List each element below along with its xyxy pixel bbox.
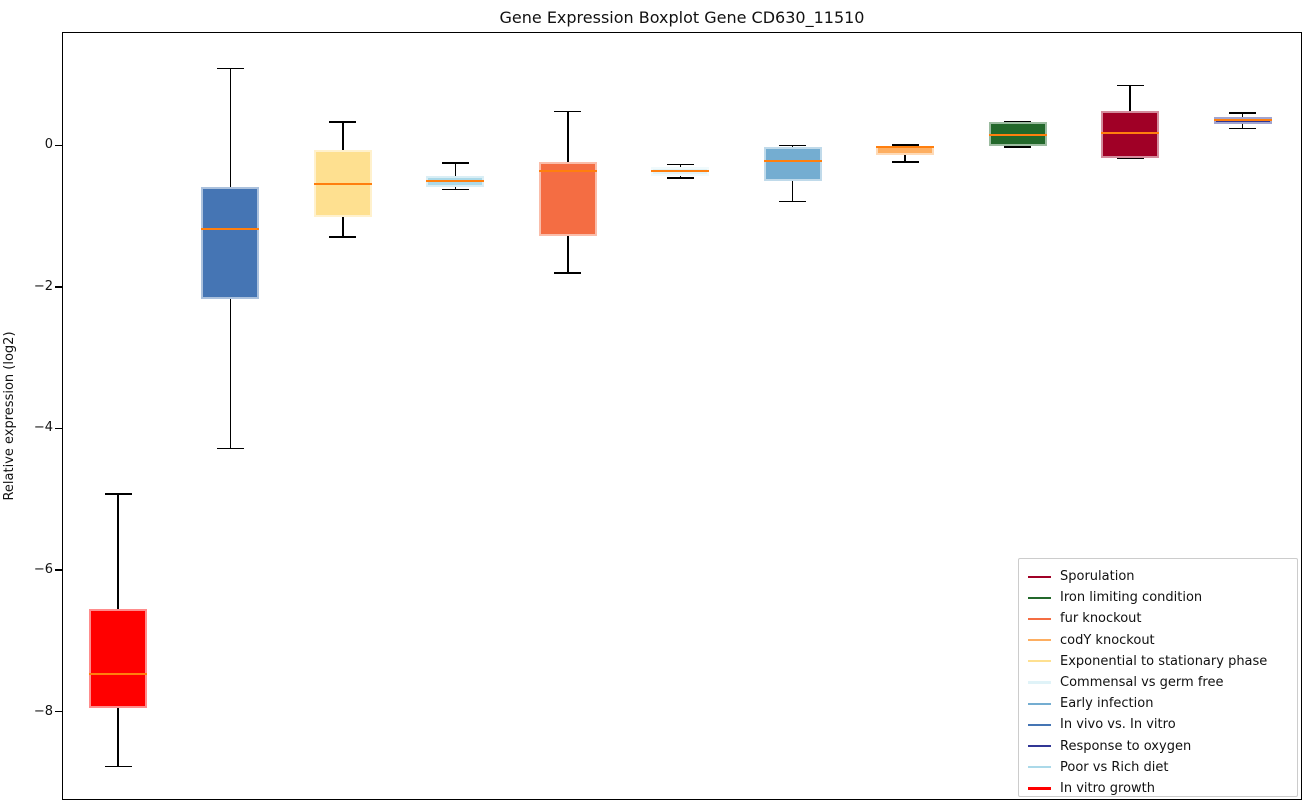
median-line (651, 170, 710, 173)
whisker-cap (1004, 146, 1032, 148)
legend-color-swatch (1028, 702, 1051, 705)
whisker-cap (216, 447, 244, 450)
y-tick-mark (55, 144, 62, 146)
legend-item: Early infection (1028, 693, 1289, 714)
median-line (89, 673, 147, 676)
whisker-cap (779, 200, 807, 203)
whisker-cap (104, 493, 132, 495)
y-tick-mark (55, 286, 62, 288)
whisker-cap (1229, 127, 1256, 130)
legend-item: fur knockout (1028, 608, 1289, 629)
legend-color-swatch (1028, 617, 1051, 621)
whisker-cap (216, 67, 244, 70)
box-rect (763, 146, 822, 181)
legend-label: Poor vs Rich diet (1060, 759, 1169, 775)
whisker-cap (779, 144, 807, 147)
box-rect (1101, 110, 1160, 158)
y-tick-mark (55, 569, 62, 571)
legend-label: Exponential to stationary phase (1060, 653, 1268, 669)
legend-color-swatch (1028, 787, 1051, 790)
whisker-cap (1116, 157, 1144, 160)
y-tick-label: −6 (33, 561, 53, 577)
whisker-cap (554, 110, 582, 113)
legend-label: Iron limiting condition (1060, 590, 1203, 606)
median-line (1101, 131, 1160, 134)
legend-color-swatch (1028, 575, 1051, 578)
legend-color-swatch (1028, 766, 1051, 769)
median-line (201, 228, 260, 231)
legend-label: In vitro growth (1060, 780, 1155, 796)
legend-color-swatch (1028, 681, 1051, 684)
whisker-cap (329, 121, 357, 123)
legend-item: In vivo vs. In vitro (1028, 714, 1289, 735)
legend-label: Sporulation (1060, 569, 1135, 585)
legend-label: Commensal vs germ free (1060, 675, 1224, 691)
median-line (876, 145, 935, 148)
whisker-cap (104, 765, 132, 768)
median-line (313, 183, 372, 186)
y-tick-label: −8 (33, 703, 53, 719)
box-rect (201, 187, 260, 300)
legend-item: codY knockout (1028, 630, 1289, 651)
median-line (1213, 119, 1272, 122)
legend-label: codY knockout (1060, 632, 1155, 648)
legend-color-swatch (1028, 723, 1051, 726)
median-line (988, 133, 1047, 136)
whisker-cap (1004, 120, 1032, 123)
legend-label: Early infection (1060, 696, 1154, 712)
legend-color-swatch (1028, 745, 1051, 748)
y-tick-label: 0 (44, 137, 53, 153)
legend-item: Iron limiting condition (1028, 587, 1289, 608)
whisker-cap (441, 162, 469, 164)
legend-item: Exponential to stationary phase (1028, 651, 1289, 672)
whisker-cap (1116, 84, 1144, 87)
legend-color-swatch (1028, 660, 1051, 663)
legend-color-swatch (1028, 596, 1051, 599)
chart-title: Gene Expression Boxplot Gene CD630_11510 (499, 8, 865, 27)
y-tick-mark (55, 710, 62, 713)
legend-box: Sporulation Iron limiting condition fur kn… (1018, 558, 1298, 797)
whisker-cap (1229, 112, 1256, 114)
legend-item: Sporulation (1028, 566, 1289, 587)
y-tick-label: −2 (33, 278, 53, 294)
legend-item: Response to oxygen (1028, 736, 1289, 757)
median-line (763, 160, 822, 163)
box-rect (89, 609, 147, 708)
legend-label: In vivo vs. In vitro (1060, 717, 1176, 733)
legend-item: Poor vs Rich diet (1028, 757, 1289, 778)
whisker-cap (891, 161, 919, 163)
legend-label: Response to oxygen (1060, 738, 1192, 754)
whisker-cap (666, 163, 694, 166)
median-line (538, 170, 597, 173)
whisker-cap (554, 272, 582, 274)
legend-label: fur knockout (1060, 611, 1142, 627)
y-axis-label-text: Relative expression (log2) (2, 331, 17, 501)
y-tick-label: −4 (33, 420, 53, 436)
box-rect (313, 149, 372, 218)
box-rect (538, 161, 597, 237)
whisker-cap (891, 144, 919, 146)
whisker-cap (441, 188, 469, 191)
whisker-cap (666, 177, 694, 179)
legend-color-swatch (1028, 639, 1051, 642)
y-tick-mark (55, 427, 62, 430)
whisker-cap (329, 236, 357, 238)
median-line (426, 179, 485, 182)
legend-item: Commensal vs germ free (1028, 672, 1289, 693)
legend-item: In vitro growth (1028, 778, 1289, 799)
